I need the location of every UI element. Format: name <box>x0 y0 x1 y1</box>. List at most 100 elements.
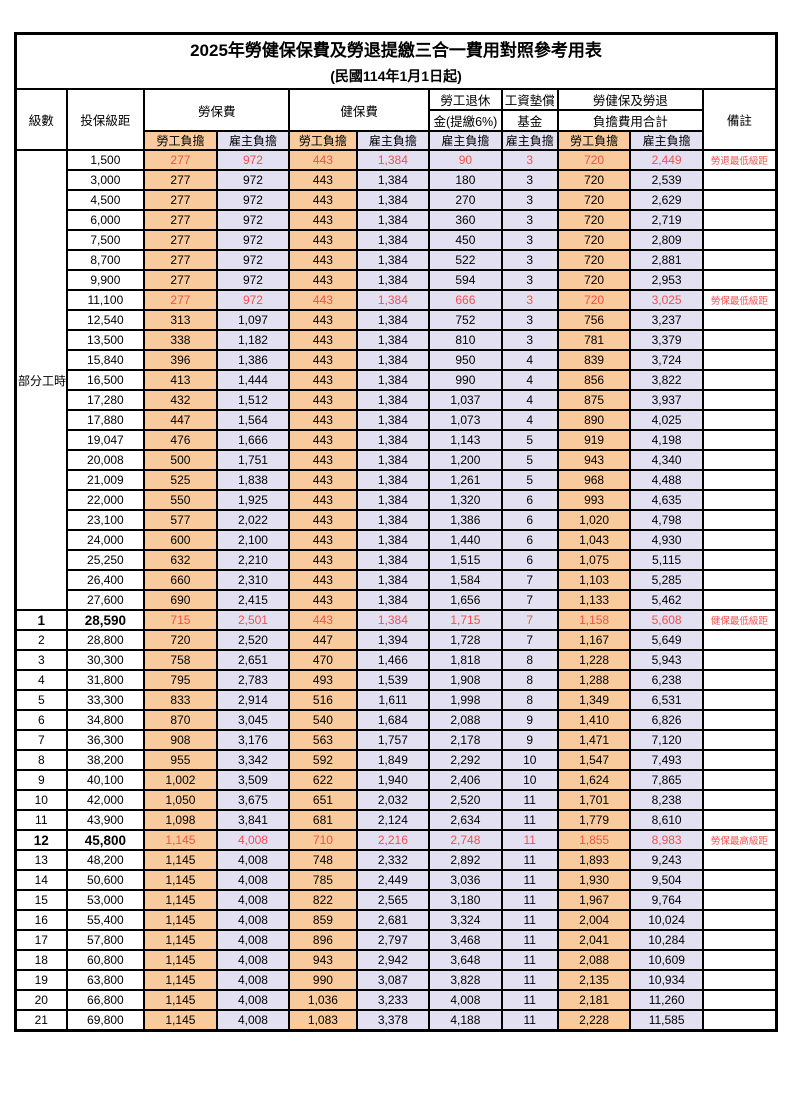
bracket-cell: 17,880 <box>65 409 146 431</box>
value-cell: 1,002 <box>143 769 218 791</box>
value-cell: 3,509 <box>215 769 291 791</box>
bracket-cell: 28,800 <box>65 629 146 651</box>
value-cell: 1,547 <box>556 749 632 771</box>
level-cell: 11 <box>14 809 68 831</box>
value-cell: 3,233 <box>355 989 431 1011</box>
value-cell: 476 <box>143 429 218 451</box>
value-cell: 943 <box>556 449 632 471</box>
bracket-cell: 63,800 <box>65 969 146 991</box>
value-cell: 2,719 <box>629 209 704 231</box>
bracket-cell: 20,008 <box>65 449 146 471</box>
value-cell: 3 <box>500 209 559 231</box>
value-cell: 3,237 <box>629 309 704 331</box>
value-cell: 594 <box>428 269 503 291</box>
bracket-cell: 33,300 <box>65 689 146 711</box>
value-cell: 1,145 <box>143 869 218 891</box>
value-cell: 1,261 <box>428 469 503 491</box>
note-cell <box>701 669 778 691</box>
table-row: 3,000 277 972 443 1,384 180 3 720 2,539 <box>16 169 778 191</box>
value-cell: 6 <box>500 489 559 511</box>
value-cell: 270 <box>428 189 503 211</box>
value-cell: 1,384 <box>355 429 431 451</box>
value-cell: 1,444 <box>215 369 291 391</box>
bracket-cell: 16,500 <box>65 369 146 391</box>
value-cell: 3,324 <box>428 909 503 931</box>
table-row: 23,100 577 2,022 443 1,384 1,386 6 1,020 4,798 <box>16 509 778 531</box>
value-cell: 563 <box>288 729 358 751</box>
value-cell: 11 <box>500 829 559 851</box>
value-cell: 715 <box>143 609 218 631</box>
value-cell: 756 <box>556 309 632 331</box>
table-row: 26,400 660 2,310 443 1,384 1,584 7 1,103 5,285 <box>16 569 778 591</box>
level-cell: 19 <box>14 969 68 991</box>
value-cell: 5 <box>500 449 559 471</box>
value-cell: 443 <box>288 609 358 631</box>
table-row: 10 42,000 1,050 3,675 651 2,032 2,520 11 1,701 8,… <box>14 789 778 811</box>
note-cell <box>701 969 778 991</box>
value-cell: 5,649 <box>629 629 704 651</box>
value-cell: 1,145 <box>143 1009 218 1032</box>
value-cell: 4,008 <box>215 829 291 851</box>
value-cell: 443 <box>288 329 358 351</box>
level-cell: 2 <box>14 629 68 651</box>
value-cell: 875 <box>556 389 632 411</box>
value-cell: 3,648 <box>428 949 503 971</box>
value-cell: 4,008 <box>215 949 291 971</box>
value-cell: 660 <box>143 569 218 591</box>
value-cell: 1,624 <box>556 769 632 791</box>
value-cell: 1,384 <box>355 489 431 511</box>
level-cell: 1 <box>14 609 68 631</box>
value-cell: 277 <box>143 289 218 311</box>
bracket-cell: 15,840 <box>65 349 146 371</box>
value-cell: 4,025 <box>629 409 704 431</box>
table-row: 6 34,800 870 3,045 540 1,684 2,088 9 1,410 6,826 <box>14 709 778 731</box>
bracket-cell: 1,500 <box>65 149 146 171</box>
value-cell: 1,145 <box>143 849 218 871</box>
page-title: 2025年勞健保保費及勞退提繳三合一費用對照參考用表 <box>190 41 602 60</box>
value-cell: 1,384 <box>355 209 431 231</box>
value-cell: 896 <box>288 929 358 951</box>
value-cell: 3 <box>500 289 559 311</box>
value-cell: 443 <box>288 509 358 531</box>
value-cell: 1,908 <box>428 669 503 691</box>
value-cell: 443 <box>288 569 358 591</box>
value-cell: 277 <box>143 269 218 291</box>
level-cell: 4 <box>14 669 68 691</box>
value-cell: 856 <box>556 369 632 391</box>
value-cell: 11,585 <box>629 1009 704 1032</box>
table-row: 14 50,600 1,145 4,008 785 2,449 3,036 11 1,930 9,… <box>14 869 778 891</box>
value-cell: 2,809 <box>629 229 704 251</box>
value-cell: 1,967 <box>556 889 632 911</box>
level-cell: 12 <box>14 829 68 851</box>
value-cell: 8,983 <box>629 829 704 851</box>
value-cell: 6 <box>500 529 559 551</box>
note-cell <box>701 329 778 351</box>
value-cell: 795 <box>143 669 218 691</box>
value-cell: 1,779 <box>556 809 632 831</box>
value-cell: 1,083 <box>288 1009 358 1032</box>
value-cell: 443 <box>288 489 358 511</box>
value-cell: 443 <box>288 589 358 611</box>
note-cell: 勞退最低級距 <box>701 149 778 171</box>
value-cell: 443 <box>288 189 358 211</box>
note-cell <box>701 649 778 671</box>
table-row: 2 28,800 720 2,520 447 1,394 1,728 7 1,167 5,649 <box>14 629 778 651</box>
value-cell: 955 <box>143 749 218 771</box>
level-cell: 21 <box>14 1009 68 1032</box>
value-cell: 720 <box>556 169 632 191</box>
bracket-cell: 11,100 <box>65 289 146 311</box>
table-row: 8,700 277 972 443 1,384 522 3 720 2,881 <box>16 249 778 271</box>
note-cell <box>701 189 778 211</box>
note-cell <box>701 849 778 871</box>
value-cell: 3 <box>500 169 559 191</box>
value-cell: 4,008 <box>215 909 291 931</box>
value-cell: 1,384 <box>355 589 431 611</box>
value-cell: 752 <box>428 309 503 331</box>
value-cell: 277 <box>143 169 218 191</box>
value-cell: 525 <box>143 469 218 491</box>
value-cell: 1,182 <box>215 329 291 351</box>
bracket-cell: 8,700 <box>65 249 146 271</box>
value-cell: 5 <box>500 469 559 491</box>
value-cell: 7,493 <box>629 749 704 771</box>
value-cell: 2,032 <box>355 789 431 811</box>
